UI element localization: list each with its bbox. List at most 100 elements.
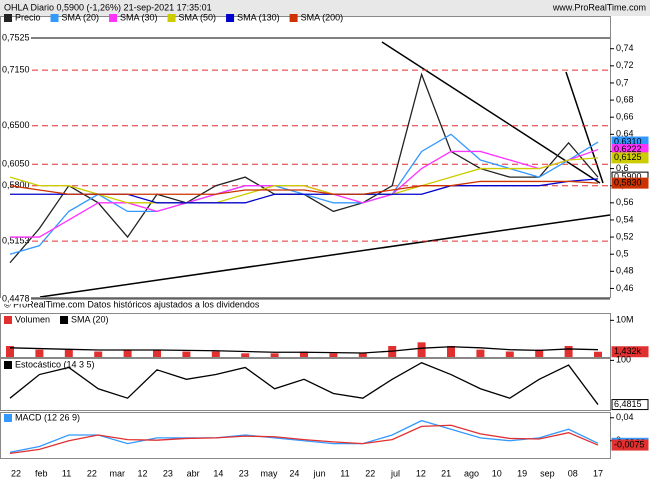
x-tick-label: mar <box>109 468 125 478</box>
bar <box>447 346 455 357</box>
bar <box>182 351 191 357</box>
y-tick-label: 0,64 <box>616 129 634 139</box>
x-tick-label: 23 <box>239 468 249 478</box>
last-label-box <box>611 439 649 451</box>
panel <box>0 313 611 358</box>
last-label-box <box>611 346 649 358</box>
y-tick-label: 100 <box>616 355 631 365</box>
x-tick-label: jul <box>390 468 400 478</box>
bar <box>123 349 132 357</box>
y-tick-label: 0,48 <box>616 266 634 276</box>
x-tick-label: 22 <box>365 468 375 478</box>
last-label: -0,0075 <box>614 439 645 449</box>
bar <box>241 353 250 357</box>
x-tick-label: 12 <box>138 468 148 478</box>
level-label-bg <box>1 292 31 304</box>
last-label-box <box>611 152 649 164</box>
bar <box>417 342 426 357</box>
series-line <box>9 346 599 354</box>
y-tick-label: 0,68 <box>616 94 634 104</box>
legend-label: Volumen <box>15 314 50 324</box>
x-tick-label: 19 <box>517 468 527 478</box>
level-label-bg <box>1 158 31 170</box>
level-label: 0,4478 <box>2 293 30 303</box>
legend-swatch <box>226 14 235 22</box>
bar <box>505 351 514 357</box>
series-line <box>9 180 599 195</box>
bar <box>35 349 44 357</box>
level-label: 0,7150 <box>2 64 30 74</box>
level-label-bg <box>1 119 31 131</box>
bar <box>594 351 602 357</box>
y-tick-label: 10M <box>616 315 634 325</box>
bar <box>300 351 308 357</box>
level-label: 0,6500 <box>2 120 30 130</box>
legend-swatch <box>289 14 298 22</box>
panel <box>0 412 611 459</box>
x-tick-label: jun <box>313 468 326 478</box>
y-tick-label: 0,46 <box>616 283 634 293</box>
bar <box>6 346 14 357</box>
header-title: OHLA Diario 0,5900 (-1,26%) 21-sep-2021 … <box>4 2 212 12</box>
legend-swatch <box>4 361 12 369</box>
x-tick-label: 21 <box>441 468 451 478</box>
x-tick-label: abr <box>187 468 200 478</box>
header-bar <box>0 0 650 16</box>
y-tick-label: 0,52 <box>616 231 634 241</box>
y-tick-label: 0,6 <box>616 163 629 173</box>
bar <box>270 353 279 357</box>
last-label: 0,6310 <box>614 136 642 146</box>
legend-swatch <box>109 14 118 22</box>
level-label: 0,6050 <box>2 159 30 169</box>
y-tick-label: 0,5 <box>616 249 629 259</box>
bar <box>211 351 220 357</box>
bar <box>476 349 485 357</box>
legend-swatch <box>60 316 69 324</box>
y-tick-label: 0,7 <box>616 77 629 87</box>
x-tick-label: 17 <box>593 468 603 478</box>
level-label-bg <box>1 179 31 191</box>
bar <box>329 353 338 357</box>
series-line <box>9 419 599 453</box>
site: www.ProRealTime.com <box>552 2 646 12</box>
x-tick-label: 22 <box>87 468 97 478</box>
bar <box>535 349 544 357</box>
legend-label: Precio <box>15 12 41 22</box>
last-label: 6,4815 <box>614 399 642 409</box>
legend-swatch <box>4 414 12 422</box>
trend-line <box>565 71 604 184</box>
x-tick-label: 12 <box>416 468 426 478</box>
legend-swatch <box>4 14 12 22</box>
bar <box>153 349 161 357</box>
x-tick-label: 23 <box>163 468 173 478</box>
legend-swatch <box>4 316 12 324</box>
bar <box>564 346 573 357</box>
x-tick-label: ago <box>464 468 479 478</box>
x-tick-label: 10 <box>492 468 502 478</box>
legend-label: SMA (130) <box>237 12 280 22</box>
x-tick-label: 08 <box>568 468 578 478</box>
x-tick-label: may <box>261 468 279 478</box>
y-tick-label: 0,66 <box>616 112 634 122</box>
trend-line <box>39 214 611 298</box>
level-label-bg <box>1 32 31 43</box>
trend-line <box>381 41 601 184</box>
x-tick-label: 24 <box>289 468 299 478</box>
legend-swatch <box>50 14 59 22</box>
legend-label: MACD (12 26 9) <box>15 412 80 422</box>
series-line <box>10 148 599 238</box>
last-label: 1,432k <box>614 346 642 356</box>
x-tick-label: feb <box>35 468 48 478</box>
last-label: 0,6222 <box>614 144 642 154</box>
level-label-bg <box>1 64 31 76</box>
legend-label: SMA (20) <box>71 314 109 324</box>
series-line <box>9 157 599 204</box>
level-label: 0,7525 <box>2 32 30 42</box>
last-label: 0,5900 <box>614 172 642 182</box>
panel <box>0 16 611 298</box>
level-label: 0,5153 <box>2 235 30 245</box>
y-tick-label: 0,04 <box>616 412 634 422</box>
panel <box>0 358 611 411</box>
level-label: 0,5800 <box>2 180 30 190</box>
